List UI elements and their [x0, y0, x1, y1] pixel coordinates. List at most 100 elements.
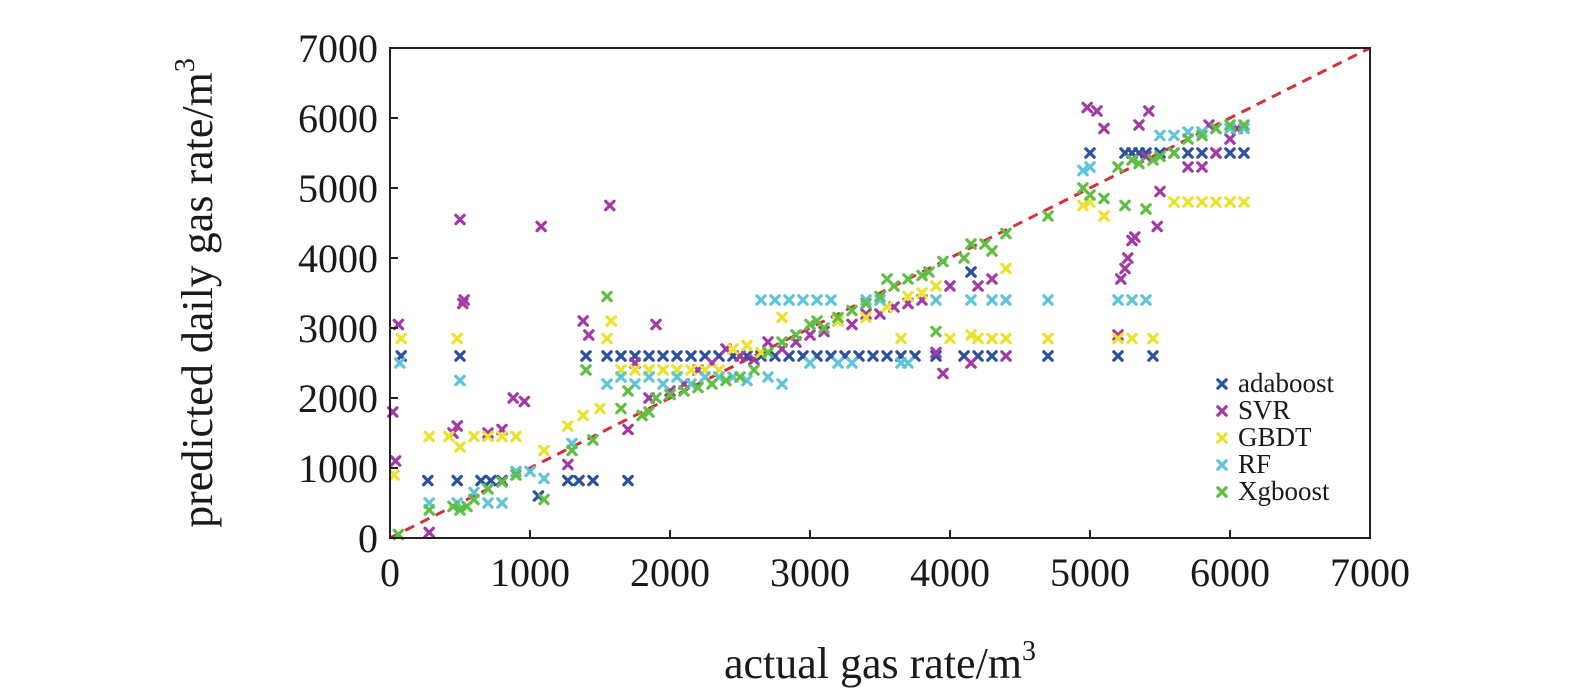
point-Xgboost-17: [643, 406, 655, 418]
point-adaboost-2: [451, 474, 463, 487]
point-Xgboost-28: [790, 329, 802, 341]
x-tick-label-1000: 1000: [490, 550, 570, 595]
point-RF-5: [482, 497, 494, 509]
point-Xgboost-50: [1084, 189, 1096, 201]
point-GBDT-51: [1182, 196, 1194, 208]
point-GBDT-30: [860, 311, 872, 324]
point-SVR-54: [1122, 252, 1134, 264]
point-Xgboost-9: [538, 493, 550, 506]
point-SVR-59: [1143, 105, 1155, 117]
y-tick-label-0: 0: [358, 516, 378, 561]
y-tick-label-2000: 2000: [298, 376, 378, 421]
point-SVR-65: [1210, 147, 1222, 159]
point-GBDT-53: [1210, 196, 1222, 208]
point-GBDT-42: [1042, 332, 1054, 345]
point-GBDT-39: [986, 332, 998, 345]
point-SVR-42: [937, 367, 949, 380]
point-GBDT-27: [776, 311, 788, 324]
point-Xgboost-2: [447, 500, 459, 513]
point-GBDT-46: [1112, 332, 1124, 345]
point-RF-41: [1042, 294, 1054, 306]
point-RF-38: [965, 294, 977, 306]
point-Xgboost-37: [888, 280, 900, 292]
point-GBDT-33: [902, 290, 914, 303]
point-GBDT-24: [727, 343, 739, 355]
legend-marker-adaboost: [1216, 378, 1228, 390]
x-tick-label-4000: 4000: [910, 550, 990, 595]
point-GBDT-5: [454, 441, 466, 453]
point-adaboost-52: [1196, 147, 1208, 159]
point-adaboost-17: [657, 350, 669, 362]
point-GBDT-45: [1098, 210, 1110, 222]
point-RF-22: [755, 294, 767, 306]
point-SVR-12: [518, 395, 531, 408]
point-RF-46: [1140, 294, 1152, 306]
y-tick-label-1000: 1000: [298, 446, 378, 491]
point-Xgboost-13: [601, 290, 613, 303]
reference-line-y-equals-x: [389, 46, 1371, 540]
point-SVR-53: [1119, 262, 1131, 275]
legend-marker-Xgboost: [1216, 486, 1228, 498]
point-Xgboost-53: [1119, 199, 1131, 212]
point-GBDT-43: [1077, 199, 1089, 212]
x-tick-label-2000: 2000: [630, 550, 710, 595]
point-GBDT-13: [594, 402, 606, 415]
point-Xgboost-15: [622, 385, 634, 397]
point-GBDT-17: [629, 364, 641, 376]
point-RF-28: [804, 357, 816, 369]
point-RF-3: [454, 374, 466, 387]
point-Xgboost-57: [1147, 154, 1159, 166]
point-Xgboost-29: [804, 318, 816, 331]
point-Xgboost-20: [678, 385, 690, 397]
point-Xgboost-34: [860, 297, 872, 310]
point-SVR-48: [1081, 101, 1093, 114]
point-SVR-56: [1129, 231, 1141, 243]
point-Xgboost-64: [1238, 119, 1250, 131]
point-SVR-21: [650, 318, 662, 331]
point-adaboost-55: [1238, 147, 1250, 159]
point-Xgboost-16: [636, 409, 648, 422]
x-tick-label-7000: 7000: [1330, 550, 1410, 595]
legend-label-GBDT: GBDT: [1238, 422, 1312, 452]
point-GBDT-11: [562, 420, 574, 432]
x-axis-title-text: actual gas rate/m: [724, 639, 1022, 688]
y-axis-title-superscript: 3: [170, 58, 201, 72]
point-Xgboost-24: [734, 371, 746, 383]
point-GBDT-12: [577, 409, 589, 422]
point-Xgboost-32: [832, 311, 844, 324]
point-SVR-46: [986, 273, 998, 285]
legend-label-RF: RF: [1238, 449, 1271, 479]
point-SVR-11: [507, 392, 519, 404]
point-GBDT-21: [685, 364, 697, 376]
point-SVR-52: [1115, 273, 1127, 285]
point-SVR-1: [389, 455, 402, 467]
x-axis-ticks: 0 1000 2000 3000 4000 5000 6000 7000: [380, 530, 1410, 595]
point-RF-40: [1000, 294, 1012, 306]
point-adaboost-1: [422, 474, 434, 487]
point-Xgboost-35: [874, 290, 886, 303]
point-adaboost-51: [1182, 147, 1194, 159]
point-Xgboost-3: [454, 504, 466, 516]
point-SVR-41: [930, 346, 942, 359]
legend-marker-RF: [1216, 459, 1228, 471]
point-Xgboost-61: [1196, 129, 1208, 142]
point-Xgboost-44: [965, 238, 977, 250]
point-Xgboost-54: [1126, 154, 1138, 166]
y-tick-label-5000: 5000: [298, 166, 378, 211]
point-SVR-47: [1000, 350, 1012, 362]
point-adaboost-10: [587, 474, 599, 487]
point-Xgboost-5: [468, 493, 480, 506]
point-GBDT-1: [395, 332, 407, 345]
y-tick-label-4000: 4000: [298, 236, 378, 281]
x-tick-label-0: 0: [380, 550, 400, 595]
y-axis-title: predicted daily gas rate/m3: [170, 58, 222, 528]
point-adaboost-14: [622, 474, 634, 487]
point-RF-21: [741, 374, 753, 387]
point-adaboost-9: [573, 474, 585, 487]
point-GBDT-0: [388, 469, 400, 481]
point-adaboost-42: [1084, 147, 1096, 159]
point-RF-24: [769, 294, 781, 306]
point-Xgboost-59: [1168, 147, 1180, 159]
point-adaboost-3: [454, 350, 466, 362]
x-tick-label-3000: 3000: [770, 550, 850, 595]
